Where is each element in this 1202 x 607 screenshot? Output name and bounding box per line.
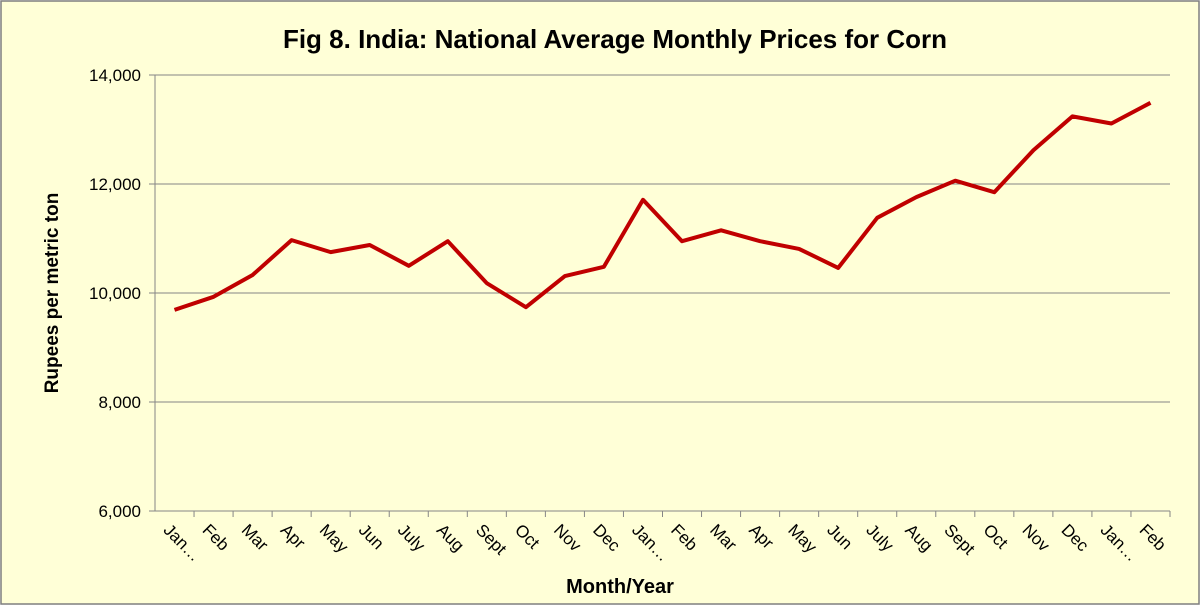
x-axis-label: Month/Year xyxy=(566,576,674,598)
chart-title: Fig 8. India: National Average Monthly P… xyxy=(283,24,947,54)
y-tick-label: 10,000 xyxy=(89,284,141,303)
y-tick-label: 6,000 xyxy=(98,502,141,521)
y-tick-label: 14,000 xyxy=(89,66,141,85)
line-series xyxy=(173,101,1152,312)
y-tick-label: 12,000 xyxy=(89,175,141,194)
y-tick-label: 8,000 xyxy=(98,393,141,412)
y-axis-label: Rupees per metric ton xyxy=(42,193,63,394)
